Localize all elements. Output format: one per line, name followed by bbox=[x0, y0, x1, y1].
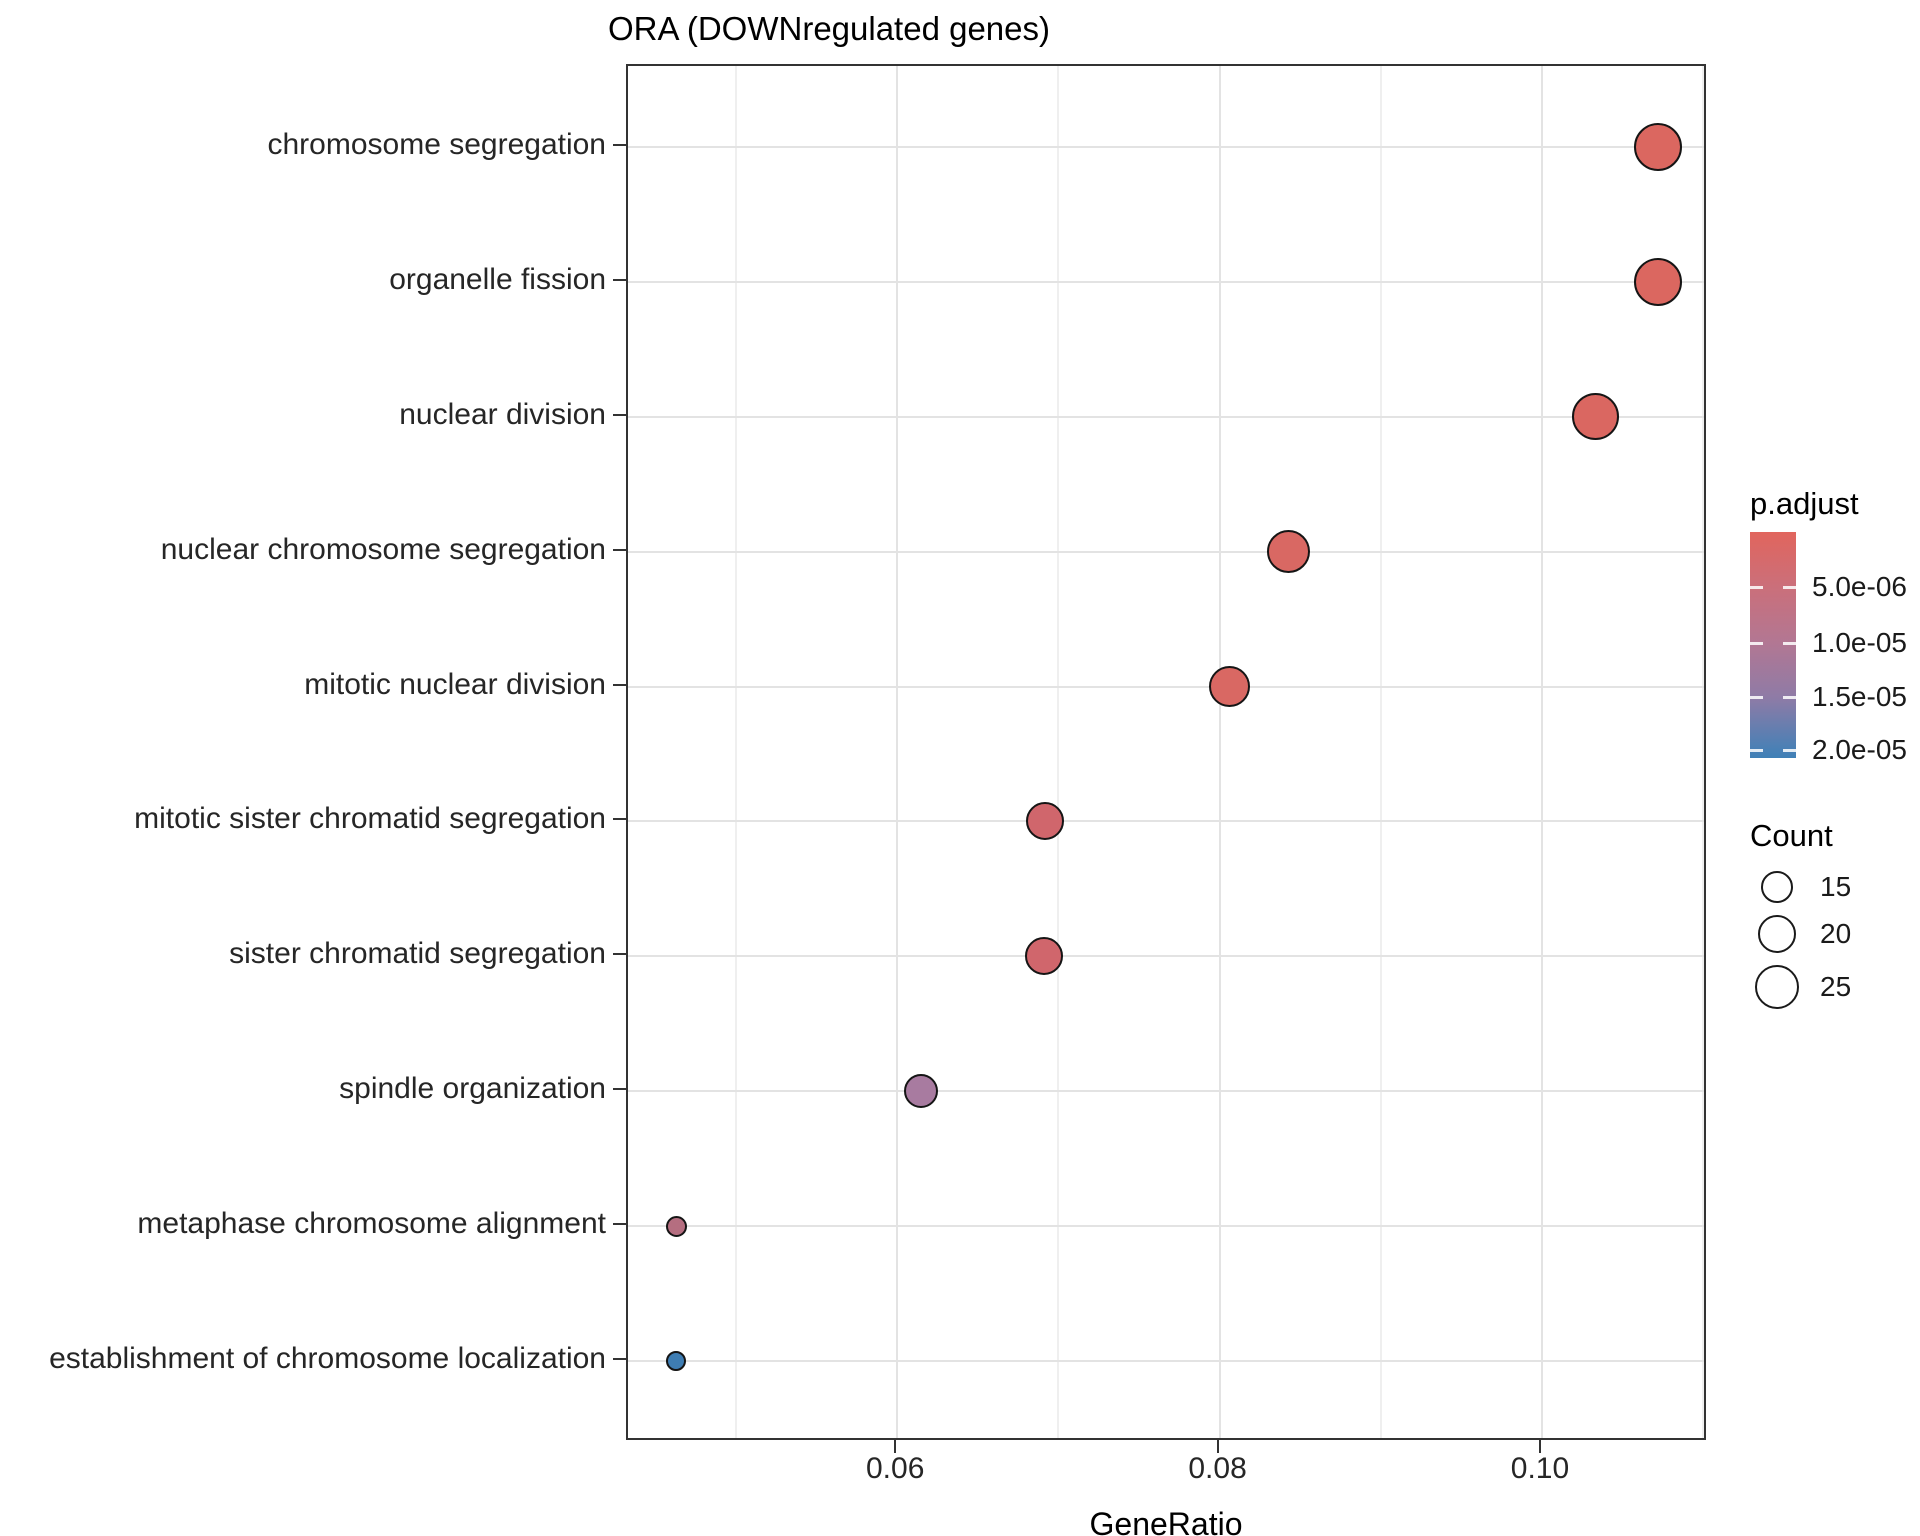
y-axis-tick bbox=[613, 1223, 626, 1226]
gradient-tick-dash-right bbox=[1783, 586, 1796, 589]
data-point-sister-chromatid-segregation bbox=[1024, 937, 1063, 976]
gradient-tick-dash-right bbox=[1783, 696, 1796, 699]
y-tick-label: mitotic nuclear division bbox=[304, 667, 606, 701]
gradient-tick-dash-right bbox=[1783, 749, 1796, 752]
gridline-major-x bbox=[1540, 66, 1543, 1438]
gridline-major-x bbox=[896, 66, 899, 1438]
gridline-minor-x bbox=[1379, 66, 1382, 1438]
gridline-major-y bbox=[628, 685, 1704, 688]
y-tick-label: sister chromatid segregation bbox=[229, 937, 606, 971]
gridline-major-y bbox=[628, 280, 1704, 283]
x-tick-label: 0.08 bbox=[1188, 1452, 1247, 1485]
gridline-major-y bbox=[628, 145, 1704, 148]
gridline-minor-x bbox=[735, 66, 737, 1438]
gridline-major-y bbox=[628, 1225, 1704, 1228]
data-point-organelle-fission bbox=[1634, 257, 1683, 306]
legend-p-adjust-title: p.adjust bbox=[1750, 486, 1859, 521]
gridline-major-y bbox=[628, 1090, 1704, 1093]
x-axis-tick bbox=[1216, 1440, 1219, 1453]
data-point-spindle-organization bbox=[904, 1074, 939, 1109]
data-point-establishment-of-chromosome-localization bbox=[666, 1351, 687, 1372]
gridline-major-y bbox=[628, 820, 1704, 823]
gridline-major-y bbox=[628, 1360, 1704, 1363]
data-point-nuclear-division bbox=[1571, 393, 1619, 441]
y-tick-label: nuclear division bbox=[399, 397, 606, 431]
gridline-minor-x bbox=[1702, 66, 1705, 1438]
y-axis-tick bbox=[613, 548, 626, 551]
gradient-tick-label: 5.0e-06 bbox=[1812, 571, 1907, 602]
x-axis-tick bbox=[894, 1440, 897, 1453]
count-legend-circle bbox=[1761, 871, 1793, 903]
count-legend-label: 20 bbox=[1820, 918, 1852, 949]
data-point-nuclear-chromosome-segregation bbox=[1267, 530, 1311, 574]
legend-count-title: Count bbox=[1750, 818, 1833, 853]
gradient-tick-label: 1.0e-05 bbox=[1812, 627, 1907, 658]
gradient-tick-dash-left bbox=[1750, 642, 1763, 645]
gradient-tick-dash-left bbox=[1750, 586, 1763, 589]
y-axis-tick bbox=[613, 683, 626, 686]
y-tick-label: mitotic sister chromatid segregation bbox=[134, 802, 606, 836]
y-axis-tick bbox=[613, 143, 626, 146]
count-legend-label: 15 bbox=[1820, 871, 1852, 902]
gridline-minor-x bbox=[1057, 66, 1060, 1438]
y-tick-label: organelle fission bbox=[389, 262, 606, 296]
y-axis-tick bbox=[613, 413, 626, 416]
gradient-tick-dash-left bbox=[1750, 749, 1763, 752]
x-tick-label: 0.10 bbox=[1510, 1452, 1570, 1485]
gridline-major-y bbox=[628, 415, 1704, 418]
y-tick-label: establishment of chromosome localization bbox=[49, 1342, 606, 1376]
x-axis-title: GeneRatio bbox=[1089, 1506, 1243, 1536]
count-legend-circle bbox=[1755, 965, 1799, 1009]
data-point-mitotic-sister-chromatid-segregation bbox=[1026, 802, 1065, 841]
x-axis-tick bbox=[1538, 1440, 1541, 1453]
gradient-tick-dash-right bbox=[1783, 642, 1796, 645]
count-legend-circle bbox=[1758, 915, 1796, 953]
gridline-major-y bbox=[628, 955, 1704, 958]
y-tick-label: spindle organization bbox=[339, 1072, 606, 1106]
y-axis-tick bbox=[613, 1358, 626, 1361]
data-point-metaphase-chromosome-alignment bbox=[665, 1215, 687, 1237]
gridline-major-x bbox=[1218, 66, 1221, 1438]
plot-panel bbox=[626, 64, 1706, 1440]
y-tick-label: chromosome segregation bbox=[267, 127, 606, 161]
gradient-tick-dash-left bbox=[1750, 696, 1763, 699]
chart-title: ORA (DOWNregulated genes) bbox=[608, 10, 1051, 47]
gridline-major-y bbox=[628, 550, 1704, 553]
y-axis-tick bbox=[613, 818, 626, 821]
data-point-mitotic-nuclear-division bbox=[1208, 666, 1250, 708]
p-adjust-gradient-bar bbox=[1750, 532, 1796, 758]
y-axis-tick bbox=[613, 1088, 626, 1091]
data-point-chromosome-segregation bbox=[1634, 122, 1683, 171]
gradient-tick-label: 1.5e-05 bbox=[1812, 681, 1907, 712]
gradient-tick-label: 2.0e-05 bbox=[1812, 734, 1907, 765]
y-axis-tick bbox=[613, 953, 626, 956]
y-tick-label: metaphase chromosome alignment bbox=[137, 1207, 606, 1241]
y-tick-label: nuclear chromosome segregation bbox=[160, 532, 606, 566]
count-legend-label: 25 bbox=[1820, 971, 1852, 1002]
y-axis-tick bbox=[613, 278, 626, 281]
x-tick-label: 0.06 bbox=[865, 1452, 925, 1485]
